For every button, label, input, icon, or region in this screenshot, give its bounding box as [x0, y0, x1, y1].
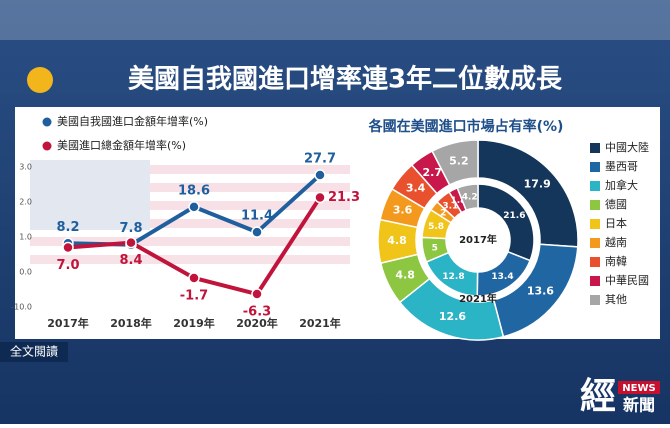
slice-label: 2: [440, 209, 446, 219]
legend-label: 其他: [605, 293, 627, 306]
donut-title: 各國在美國進口市場占有率(%): [368, 118, 564, 135]
slice-label: 12.8: [442, 272, 464, 282]
legend-label: 美國自我國進口金額年增率(%): [57, 114, 208, 128]
logo-news-box: [618, 381, 660, 394]
x-tick-label: 2018年: [110, 316, 152, 330]
flag-decoration: [30, 160, 350, 264]
slice-label: 2.7: [423, 166, 443, 179]
value-label: 8.2: [56, 220, 79, 235]
value-label: 7.0: [56, 258, 79, 273]
legend-label: 中華民國: [605, 274, 649, 287]
value-label: -1.7: [180, 288, 208, 303]
legend-swatch: [590, 295, 600, 305]
value-label: -6.3: [243, 305, 271, 320]
main-title: 美國自我國進口增率連3年二位數成長: [128, 64, 563, 95]
slice-label: 12.6: [439, 310, 466, 323]
y-tick-label: 2.0: [19, 198, 32, 207]
legend-label: 德國: [605, 197, 627, 211]
slice-label: 4.8: [387, 234, 407, 247]
value-label: 8.4: [119, 253, 142, 268]
data-point: [314, 169, 326, 181]
line-chart: 3.0 2.0 1.0 0.0 -10.0 2017年 2018年 2019年 2020年 202…: [11, 114, 360, 330]
slice-label: 13.6: [527, 285, 554, 298]
legend-swatch: [590, 257, 600, 267]
legend-marker: [42, 141, 52, 151]
slice-label: 5.2: [449, 154, 469, 167]
legend-label: 中國大陸: [605, 140, 649, 154]
y-tick-label: 1.0: [19, 233, 32, 242]
ring-label-outer: 2021年: [459, 292, 497, 305]
donut-slice: [431, 139, 479, 186]
slice-label: 3.4: [406, 181, 426, 194]
legend-swatch: [590, 181, 600, 191]
legend-swatch: [590, 200, 600, 210]
top-band: [0, 0, 670, 40]
data-point: [125, 236, 137, 249]
y-tick-label: -10.0: [11, 303, 32, 312]
legend-label: 南韓: [605, 255, 627, 268]
legend-marker: [42, 117, 52, 127]
value-label: 11.4: [241, 209, 273, 224]
value-label: 21.3: [328, 190, 360, 205]
x-tick-label: 2019年: [173, 316, 215, 330]
slice-label: 4.8: [395, 268, 415, 281]
slice-label: 13.4: [491, 272, 513, 282]
slice-label: 4.2: [462, 192, 478, 202]
donut-chart: 各國在美國進口市場占有率(%) 17.9 13.6 12.6 4.8 4.8 3.6 3.4 2…: [368, 118, 649, 341]
x-tick-label: 2020年: [236, 316, 278, 330]
legend-label: 日本: [605, 216, 627, 230]
legend-swatch: [590, 238, 600, 248]
read-more-text[interactable]: 全文閱讀: [10, 344, 58, 359]
slice-label: 5.8: [428, 222, 444, 232]
slice-label: 5: [432, 243, 438, 253]
coin-icon: [27, 67, 53, 93]
slice-label: 17.9: [524, 178, 551, 191]
logo-name: 新聞: [623, 396, 655, 415]
data-point: [188, 201, 200, 213]
legend-label: 加拿大: [605, 178, 638, 192]
donut-slice: [456, 183, 479, 212]
slice-label: 3.6: [393, 204, 413, 217]
data-point: [188, 272, 200, 284]
legend-label: 越南: [605, 235, 627, 249]
slice-label: 3.1: [442, 201, 458, 211]
x-tick-label: 2017年: [47, 316, 89, 330]
legend-swatch: [590, 219, 600, 229]
value-label: 7.8: [119, 221, 142, 236]
slice-label: 1.8: [450, 196, 466, 206]
value-label: 27.7: [304, 152, 336, 167]
y-tick-label: 3.0: [19, 163, 32, 172]
x-tick-label: 2021年: [299, 316, 341, 330]
logo-news: NEWS: [622, 383, 655, 394]
logo-mark: 經: [580, 376, 616, 417]
data-point: [314, 191, 326, 204]
slice-label: 21.6: [503, 211, 525, 221]
read-more-button[interactable]: [0, 342, 68, 362]
legend-swatch: [590, 276, 600, 286]
value-label: 18.6: [178, 183, 210, 198]
legend-label: 墨西哥: [605, 160, 638, 173]
y-tick-label: 0.0: [19, 268, 32, 277]
data-point: [251, 226, 263, 238]
data-point: [62, 241, 74, 254]
legend-label: 美國進口總金額年增率(%): [57, 138, 186, 152]
legend-swatch: [590, 162, 600, 172]
data-point: [251, 288, 263, 300]
legend-swatch: [590, 143, 600, 153]
ring-label-inner: 2017年: [459, 233, 497, 246]
